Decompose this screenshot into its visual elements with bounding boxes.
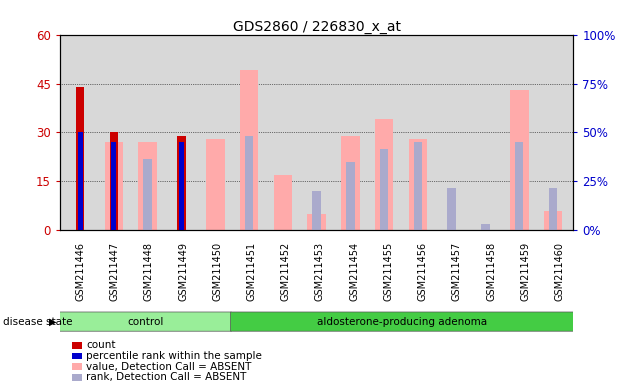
Bar [240, 71, 258, 230]
Text: percentile rank within the sample: percentile rank within the sample [86, 351, 262, 361]
Text: GSM211448: GSM211448 [144, 242, 154, 301]
Bar [380, 149, 388, 230]
Bar [77, 132, 83, 230]
Text: control: control [127, 316, 164, 327]
Bar [105, 142, 123, 230]
Text: GSM211457: GSM211457 [452, 242, 462, 301]
Text: GSM211460: GSM211460 [554, 242, 564, 301]
Text: GSM211449: GSM211449 [178, 242, 188, 301]
Bar [273, 175, 292, 230]
Bar [76, 87, 84, 230]
Text: aldosterone-producing adenoma: aldosterone-producing adenoma [317, 316, 487, 327]
Text: GSM211455: GSM211455 [384, 242, 394, 301]
Bar [510, 90, 529, 230]
Text: GSM211450: GSM211450 [212, 242, 222, 301]
Bar [414, 142, 422, 230]
Text: GSM211458: GSM211458 [486, 242, 496, 301]
Bar [409, 139, 427, 230]
FancyBboxPatch shape [231, 312, 575, 331]
Text: GSM211451: GSM211451 [246, 242, 256, 301]
Bar [544, 211, 563, 230]
Text: GSM211452: GSM211452 [281, 242, 291, 301]
Title: GDS2860 / 226830_x_at: GDS2860 / 226830_x_at [232, 20, 401, 33]
FancyBboxPatch shape [59, 312, 231, 331]
Text: GSM211459: GSM211459 [520, 242, 530, 301]
Text: value, Detection Call = ABSENT: value, Detection Call = ABSENT [86, 362, 252, 372]
Bar [139, 142, 157, 230]
Bar [341, 136, 360, 230]
Bar [179, 142, 184, 230]
Bar [375, 119, 393, 230]
Bar [245, 136, 253, 230]
Bar [481, 224, 490, 230]
Bar [144, 159, 152, 230]
Bar [206, 139, 224, 230]
Text: rank, Detection Call = ABSENT: rank, Detection Call = ABSENT [86, 372, 247, 382]
Bar [177, 136, 186, 230]
Text: GSM211454: GSM211454 [349, 242, 359, 301]
Bar [447, 188, 456, 230]
Bar [307, 214, 326, 230]
Text: GSM211453: GSM211453 [315, 242, 325, 301]
Bar [312, 191, 321, 230]
Text: GSM211456: GSM211456 [418, 242, 428, 301]
Bar [346, 162, 355, 230]
Text: GSM211446: GSM211446 [76, 242, 86, 301]
Text: ▶: ▶ [49, 316, 57, 327]
Text: GSM211447: GSM211447 [110, 242, 120, 301]
Text: disease state: disease state [3, 316, 72, 327]
Bar [515, 142, 524, 230]
Bar [112, 142, 117, 230]
Bar [549, 188, 558, 230]
Text: count: count [86, 340, 116, 350]
Bar [110, 132, 118, 230]
